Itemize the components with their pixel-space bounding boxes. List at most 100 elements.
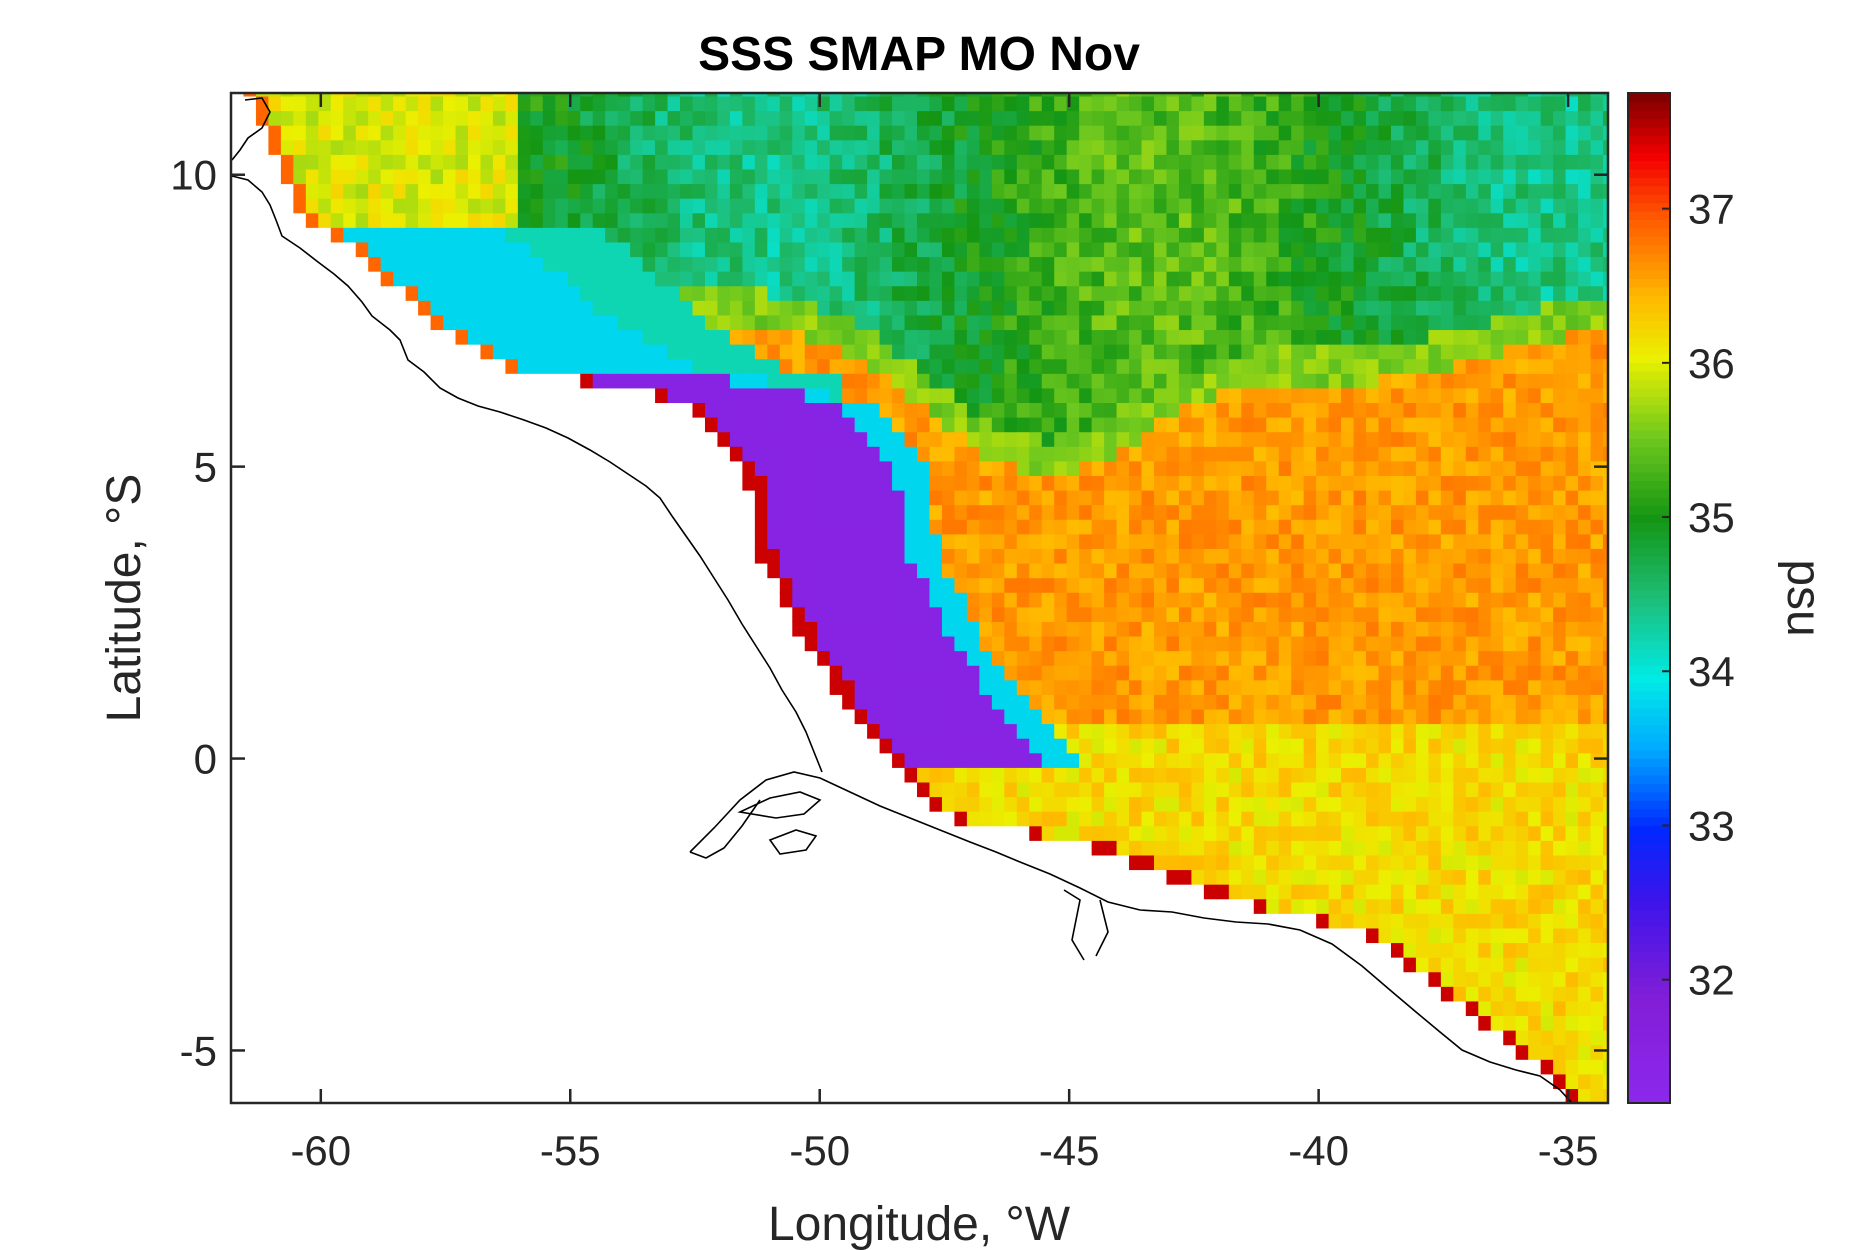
heatmap-cell [1041, 417, 1055, 433]
heatmap-cell [1490, 1000, 1504, 1017]
heatmap-cell [517, 154, 531, 170]
heatmap-cell [1029, 183, 1043, 199]
heatmap-cell [1453, 825, 1467, 841]
heatmap-cell [1515, 767, 1529, 783]
heatmap-cell [966, 300, 980, 316]
heatmap-cell [1016, 752, 1030, 768]
heatmap-cell [1253, 475, 1267, 491]
heatmap-cell [1241, 198, 1255, 214]
heatmap-cell [1490, 708, 1504, 725]
heatmap-cell [1403, 93, 1417, 97]
heatmap-cell [1178, 650, 1192, 666]
heatmap-cell [443, 168, 457, 185]
heatmap-cell [542, 198, 556, 214]
heatmap-cell [1153, 679, 1168, 695]
heatmap-cell [892, 708, 906, 725]
heatmap-cell [1603, 93, 1608, 97]
heatmap-cell [555, 154, 569, 170]
heatmap-cell [1066, 431, 1080, 447]
heatmap-cell [1253, 825, 1267, 841]
heatmap-cell [979, 460, 993, 476]
heatmap-cell [1091, 431, 1105, 447]
heatmap-cell [1565, 840, 1579, 856]
heatmap-cell [1378, 285, 1392, 301]
heatmap-cell [1540, 986, 1554, 1002]
heatmap-cell [817, 475, 831, 491]
heatmap-cell [405, 256, 419, 272]
heatmap-cell [1503, 752, 1517, 768]
heatmap-cell [1016, 95, 1030, 112]
heatmap-cell [742, 358, 756, 374]
heatmap-cell [1428, 957, 1442, 973]
heatmap-cell [1266, 504, 1280, 520]
heatmap-cell [792, 314, 806, 331]
heatmap-cell [804, 212, 818, 228]
heatmap-cell [1178, 562, 1192, 579]
heatmap-cell [1004, 329, 1018, 345]
heatmap-cell [542, 256, 556, 272]
heatmap-cell [1578, 285, 1592, 301]
heatmap-cell [1465, 694, 1479, 710]
colorbar-segment [1628, 177, 1670, 187]
heatmap-cell [1540, 329, 1554, 345]
colorbar-segment [1628, 749, 1670, 759]
heatmap-cell [904, 139, 918, 155]
heatmap-cell [1129, 139, 1143, 155]
heatmap-cell [1066, 300, 1080, 316]
heatmap-cell [1191, 840, 1205, 856]
heatmap-cell [1478, 825, 1492, 841]
heatmap-cell [991, 387, 1005, 404]
heatmap-cell [917, 606, 931, 622]
heatmap-cell [829, 592, 843, 608]
heatmap-cell [280, 139, 294, 155]
heatmap-cell [567, 125, 581, 141]
heatmap-cell [1590, 650, 1604, 666]
heatmap-cell [1528, 796, 1542, 812]
heatmap-cell [1153, 519, 1168, 535]
heatmap-cell [517, 125, 531, 141]
heatmap-cell [892, 752, 906, 768]
heatmap-cell [1465, 212, 1479, 228]
heatmap-cell [405, 139, 419, 155]
heatmap-cell [966, 125, 980, 141]
heatmap-cell [1079, 417, 1093, 433]
heatmap-cell [1428, 825, 1442, 841]
heatmap-cell [1390, 840, 1405, 856]
heatmap-cell [1328, 387, 1342, 404]
heatmap-cell [1291, 271, 1305, 287]
heatmap-cell [605, 139, 619, 155]
heatmap-cell [1241, 752, 1255, 768]
colorbar-tick-label: 34 [1688, 648, 1735, 695]
heatmap-cell [1266, 811, 1280, 827]
heatmap-cell [979, 329, 993, 345]
heatmap-cell [667, 125, 681, 141]
heatmap-cell [1178, 402, 1192, 418]
heatmap-cell [1291, 446, 1305, 462]
heatmap-cell [1253, 898, 1267, 914]
heatmap-cell [1104, 271, 1118, 287]
heatmap-cell [1378, 446, 1392, 462]
heatmap-cell [1428, 971, 1442, 987]
heatmap-cell [1016, 154, 1030, 170]
heatmap-cell [1490, 300, 1504, 316]
heatmap-cell [1153, 329, 1168, 345]
heatmap-cell [1079, 387, 1093, 404]
heatmap-cell [1453, 504, 1467, 520]
heatmap-cell [1129, 344, 1143, 360]
heatmap-cell [1403, 898, 1417, 914]
heatmap-cell [1590, 723, 1604, 739]
heatmap-cell [954, 110, 968, 126]
heatmap-cell [1578, 198, 1592, 214]
heatmap-cell [1116, 460, 1130, 476]
heatmap-cell [1453, 300, 1467, 316]
heatmap-cell [1390, 373, 1405, 389]
heatmap-cell [1390, 358, 1405, 374]
heatmap-cell [1241, 271, 1255, 287]
heatmap-cell [767, 504, 781, 520]
heatmap-cell [1004, 621, 1018, 637]
heatmap-cell [1129, 285, 1143, 301]
heatmap-cell [1553, 898, 1567, 914]
heatmap-cell [1515, 256, 1529, 272]
heatmap-cell [1390, 738, 1405, 754]
heatmap-cell [1328, 183, 1342, 199]
